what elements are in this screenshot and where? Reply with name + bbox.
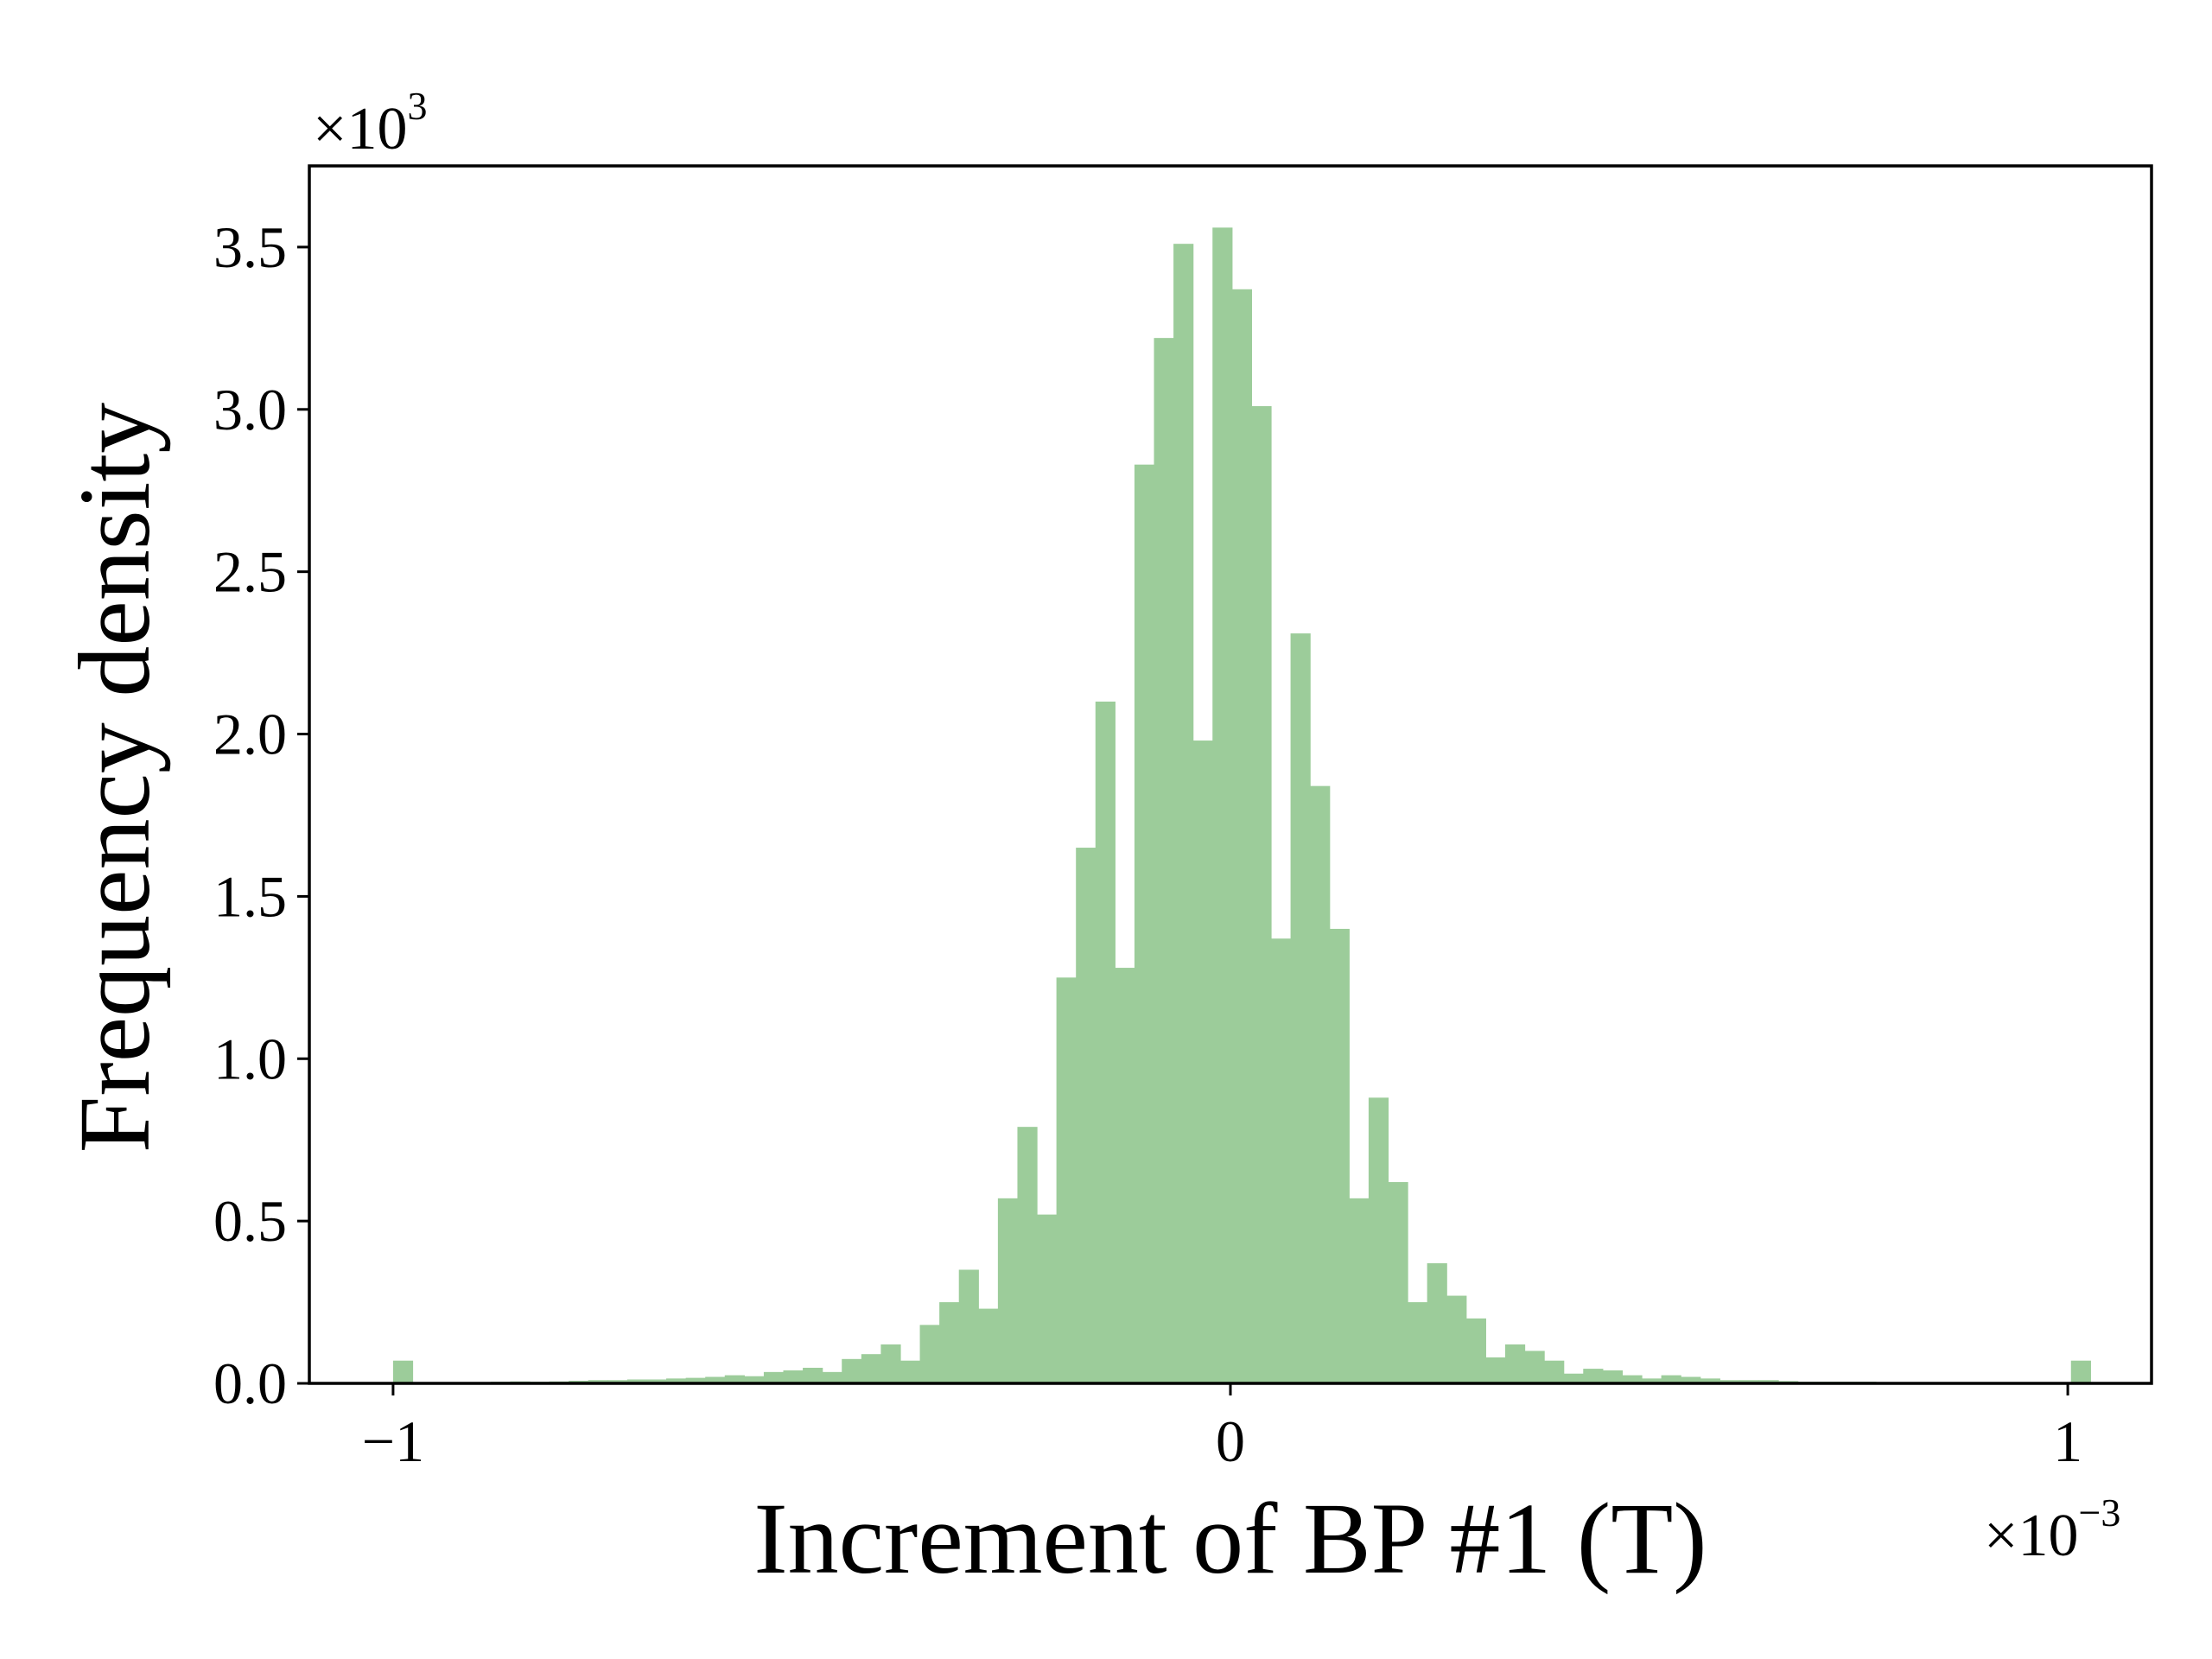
histogram-bar xyxy=(1271,938,1292,1383)
histogram-bar xyxy=(1329,928,1350,1383)
histogram-bar xyxy=(1368,1097,1389,1383)
histogram-bar xyxy=(744,1376,765,1383)
histogram-bar xyxy=(685,1377,706,1383)
histogram-bar xyxy=(1465,1318,1486,1383)
histogram-bar xyxy=(1602,1370,1624,1383)
histogram-bar xyxy=(1115,968,1135,1383)
y-tick-label: 1.5 xyxy=(213,863,287,929)
histogram-bar xyxy=(1661,1375,1681,1383)
x-tick-label: 0 xyxy=(1216,1408,1245,1474)
histogram-bar xyxy=(1446,1295,1467,1383)
histogram-bar xyxy=(666,1378,687,1383)
histogram-bar xyxy=(822,1371,842,1383)
histogram-bar xyxy=(978,1308,999,1383)
histogram-bar xyxy=(1408,1302,1428,1383)
histogram-bar xyxy=(899,1360,921,1383)
histogram-bar xyxy=(1700,1378,1720,1383)
histogram-bar xyxy=(1563,1373,1584,1383)
histogram-bar xyxy=(958,1269,979,1383)
histogram-bar xyxy=(588,1380,608,1383)
x-axis-label: Increment of BP #1 (T) xyxy=(753,1482,1707,1595)
histogram-bar xyxy=(939,1302,960,1383)
y-multiplier-exponent: 3 xyxy=(407,84,427,128)
x-tick-label: 1 xyxy=(2053,1408,2082,1474)
histogram-bar xyxy=(1738,1380,1760,1383)
histogram-bar xyxy=(1622,1375,1643,1383)
histogram-bar xyxy=(1251,406,1272,1383)
histogram-bar xyxy=(803,1367,823,1383)
histogram-bar xyxy=(1231,289,1253,1383)
histogram-bar xyxy=(1524,1351,1545,1383)
histogram-bar xyxy=(626,1379,648,1383)
y-tick-label: 2.0 xyxy=(213,702,287,767)
histogram-bar xyxy=(763,1371,785,1383)
x-tick-label: −1 xyxy=(362,1408,424,1474)
histogram-bar xyxy=(1056,977,1077,1383)
y-multiplier-base: ×10 xyxy=(313,96,407,162)
histogram-bar xyxy=(1154,338,1174,1383)
y-tick-label: 1.0 xyxy=(213,1026,287,1091)
histogram-bar xyxy=(1681,1376,1701,1383)
histogram-bar xyxy=(646,1379,667,1383)
histogram-bar xyxy=(1504,1344,1526,1383)
y-tick-label: 3.0 xyxy=(213,377,287,442)
histogram-bar xyxy=(705,1376,726,1383)
x-axis-ticks: −1 0 1 xyxy=(362,1383,2082,1474)
histogram-bar xyxy=(1758,1380,1779,1383)
histogram-bar xyxy=(1017,1127,1038,1383)
histogram-bar xyxy=(1583,1369,1604,1383)
y-axis-label: Frequency density xyxy=(58,403,171,1153)
x-axis-multiplier: ×10−3 xyxy=(1984,1491,2120,1569)
histogram-bar xyxy=(783,1370,804,1383)
x-multiplier-base: ×10 xyxy=(1984,1503,2078,1569)
y-tick-label: 2.5 xyxy=(213,539,287,605)
histogram-bar xyxy=(392,1360,414,1383)
histogram-bar xyxy=(607,1380,628,1383)
histogram-bar xyxy=(1212,227,1233,1383)
y-axis-multiplier: ×103 xyxy=(313,84,427,162)
histogram-bar xyxy=(842,1358,862,1383)
histogram-bar xyxy=(1310,785,1331,1383)
histogram-bar xyxy=(1173,244,1194,1384)
histogram-bar xyxy=(1037,1214,1058,1383)
histogram-bar xyxy=(1388,1182,1408,1383)
x-multiplier-exponent: −3 xyxy=(2078,1491,2120,1535)
y-axis-ticks: 0.0 0.5 1.0 1.5 2.0 2.5 3.0 3.5 xyxy=(213,214,309,1416)
y-tick-label: 0.5 xyxy=(213,1188,287,1254)
histogram-bars xyxy=(392,227,2091,1384)
histogram-bar xyxy=(1427,1262,1447,1383)
y-tick-label: 3.5 xyxy=(213,214,287,280)
histogram-bar xyxy=(1719,1380,1740,1383)
histogram-bar xyxy=(1544,1360,1565,1383)
histogram-bar xyxy=(1290,633,1311,1383)
y-tick-label: 0.0 xyxy=(213,1351,287,1416)
histogram-bar xyxy=(997,1198,1019,1383)
histogram-bar xyxy=(1192,741,1213,1383)
histogram-bar xyxy=(1076,848,1096,1383)
histogram-bar xyxy=(880,1344,901,1383)
histogram-bar xyxy=(724,1375,745,1383)
histogram-bar xyxy=(861,1354,881,1383)
histogram-bar xyxy=(1095,701,1116,1383)
histogram-bar xyxy=(2070,1360,2091,1383)
histogram-bar xyxy=(1485,1357,1506,1383)
histogram-bar xyxy=(1642,1378,1662,1383)
histogram-bar xyxy=(919,1325,940,1383)
histogram-bar xyxy=(1349,1198,1370,1383)
histogram-bar xyxy=(1134,464,1155,1384)
